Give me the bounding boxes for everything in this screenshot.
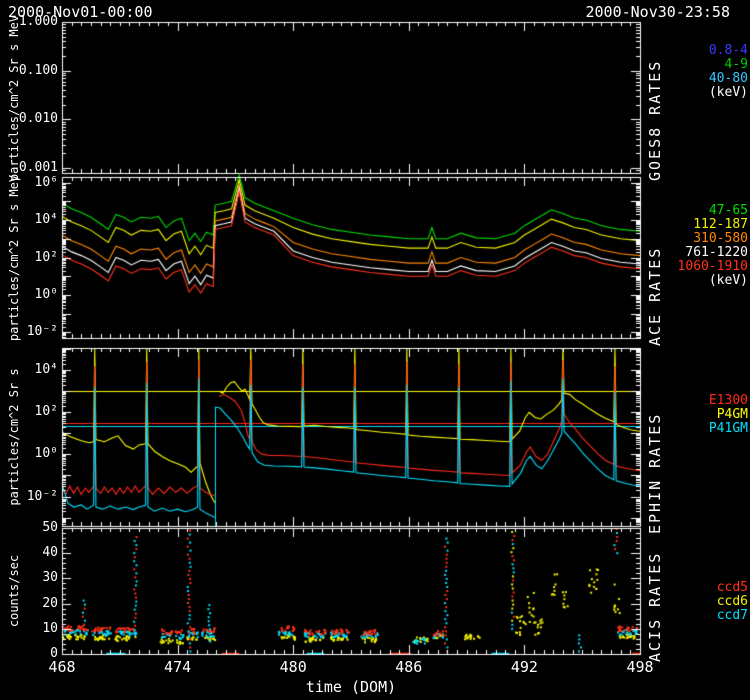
acis-panel-title: ACIS RATES bbox=[646, 551, 664, 662]
ace-y-axis-label: particles/cm^2 Sr s MeV bbox=[7, 174, 21, 341]
acis-legend-item: ccd7 bbox=[716, 608, 748, 623]
goes8-legend-item: 40-80 bbox=[708, 71, 748, 86]
ace-legend-item: (keV) bbox=[708, 273, 748, 288]
acis-legend-item: ccd6 bbox=[716, 594, 748, 609]
ephin-legend-item: P4GM bbox=[716, 407, 748, 422]
ace-legend-item: 761-1220 bbox=[685, 245, 748, 260]
end-date-label: 2000-Nov30-23:58 bbox=[585, 3, 731, 21]
ace-legend-item: 112-187 bbox=[693, 217, 748, 232]
acis-y-axis-label: counts/sec bbox=[7, 554, 21, 628]
start-date-label: 2000-Nov01-00:00 bbox=[8, 3, 153, 21]
goes8-legend-item: 0.8-4 bbox=[708, 43, 748, 58]
goes8-legend-item: 4-9 bbox=[724, 57, 748, 72]
ace-legend-item: 1060-1910 bbox=[677, 259, 748, 274]
goes8-y-axis-label: particles/cm^2 Sr s MeV bbox=[7, 14, 21, 181]
acis-legend-item: ccd5 bbox=[716, 580, 748, 595]
ace-panel-title: ACE RATES bbox=[646, 246, 664, 346]
x-axis-label: time (DOM) bbox=[305, 678, 397, 696]
ace-legend-item: 47-65 bbox=[708, 203, 748, 218]
goes8-legend: 0.8-4 4-9 40-80 (keV) bbox=[709, 44, 748, 100]
goes8-panel-title: GOES8 RATES bbox=[646, 59, 664, 181]
ace-legend: 47-65 112-187 310-580 761-1220 1060-1910 (keV… bbox=[678, 204, 748, 288]
ephin-panel-title: EPHIN RATES bbox=[646, 412, 664, 534]
ephin-y-axis-label: particles/cm^2 Sr s bbox=[7, 368, 21, 506]
ephin-legend-item: E1300 bbox=[708, 393, 748, 408]
ephin-legend: E1300 P4GM P41GM bbox=[709, 394, 748, 436]
goes8-legend-item: (keV) bbox=[708, 85, 748, 100]
ace-legend-item: 310-580 bbox=[693, 231, 748, 246]
ephin-legend-item: P41GM bbox=[708, 421, 748, 436]
acis-legend: ccd5 ccd6 ccd7 bbox=[717, 581, 748, 623]
